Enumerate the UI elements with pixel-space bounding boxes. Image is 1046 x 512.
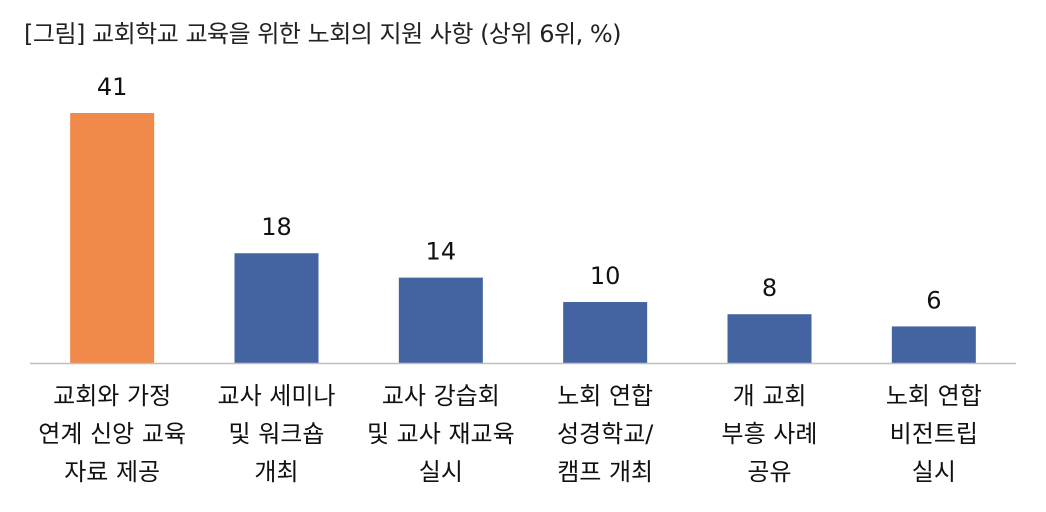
category-label-5-line-2: 부흥 사례 — [722, 420, 818, 448]
category-label-4-line-3: 캠프 개최 — [557, 458, 653, 486]
bar-5 — [727, 314, 812, 363]
data-label-6: 6 — [926, 286, 941, 314]
category-label-2-line-2: 및 워크숍 — [229, 420, 325, 448]
data-label-4: 10 — [590, 262, 621, 290]
category-label-5-line-3: 공유 — [747, 458, 791, 486]
bar-2 — [234, 253, 319, 363]
category-label-3-line-2: 및 교사 재교육 — [367, 420, 515, 448]
category-label-5-line-1: 개 교회 — [733, 382, 807, 410]
category-label-2-line-1: 교사 세미나 — [217, 382, 335, 410]
bar-6 — [891, 326, 976, 363]
data-label-1: 41 — [97, 73, 128, 101]
category-label-6-line-1: 노회 연합 — [886, 382, 982, 410]
bar-1 — [70, 113, 155, 363]
category-label-3-line-3: 실시 — [419, 458, 463, 486]
category-label-4-line-1: 노회 연합 — [557, 382, 653, 410]
category-label-6-line-2: 비전트립 — [890, 420, 978, 448]
category-label-1-line-2: 연계 신앙 교육 — [38, 420, 186, 448]
category-label-6-line-3: 실시 — [912, 458, 956, 486]
category-label-1-line-3: 자료 제공 — [64, 458, 160, 486]
data-label-3: 14 — [426, 238, 457, 266]
category-label-1-line-1: 교회와 가정 — [53, 382, 171, 410]
category-label-4-line-2: 성경학교/ — [557, 420, 654, 448]
chart-title: [그림] 교회학교 교육을 위한 노회의 지원 사항 (상위 6위, %) — [24, 20, 622, 48]
bar-4 — [563, 302, 648, 363]
bar-3 — [398, 277, 483, 363]
category-label-3-line-1: 교사 강습회 — [382, 382, 500, 410]
data-label-2: 18 — [261, 213, 292, 241]
data-label-5: 8 — [762, 274, 777, 302]
category-label-2-line-3: 개최 — [254, 458, 298, 486]
